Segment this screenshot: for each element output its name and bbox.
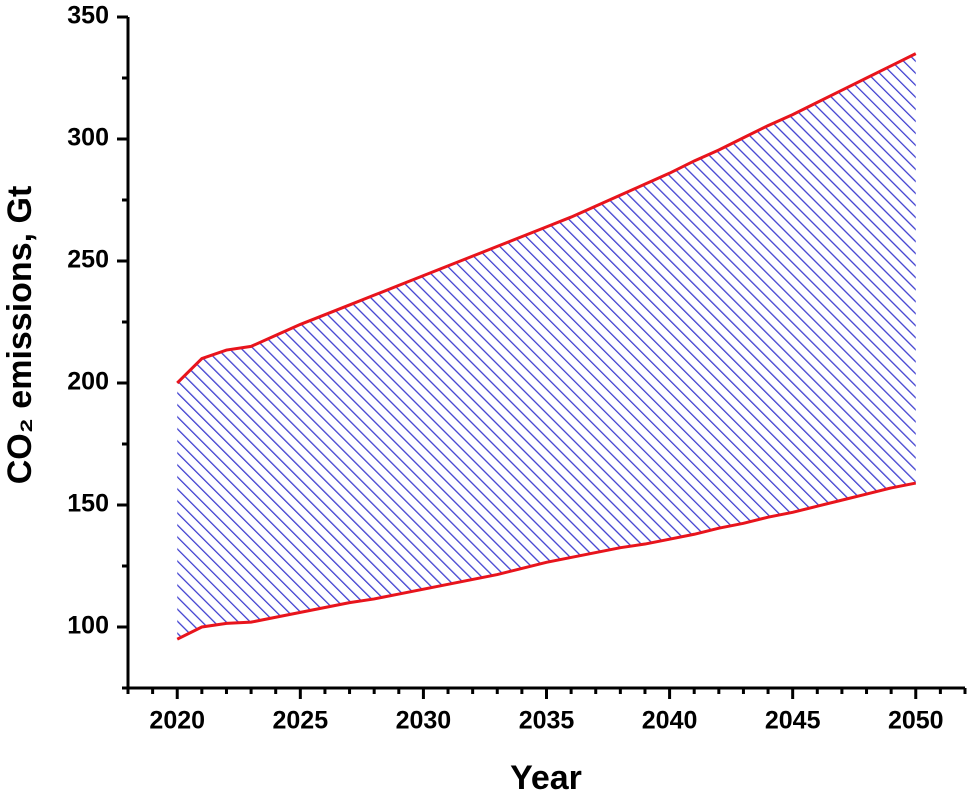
x-tick-label: 2045 xyxy=(765,707,821,735)
x-axis-title: Year xyxy=(510,759,582,797)
y-tick-label: 200 xyxy=(67,368,109,396)
x-tick-label: 2040 xyxy=(642,707,698,735)
y-tick-label: 350 xyxy=(67,2,109,30)
y-tick-label: 150 xyxy=(67,490,109,518)
y-tick-label: 250 xyxy=(67,246,109,274)
x-tick-label: 2025 xyxy=(273,707,329,735)
y-axis-title: CO₂ emissions, Gt xyxy=(1,186,39,485)
x-tick-label: 2020 xyxy=(149,707,205,735)
bound-line xyxy=(176,481,917,641)
x-tick-label: 2030 xyxy=(396,707,452,735)
y-tick-label: 100 xyxy=(67,612,109,640)
x-tick-label: 2050 xyxy=(888,707,944,735)
y-tick-label: 300 xyxy=(67,124,109,152)
bound-line xyxy=(176,52,917,385)
band-fill xyxy=(177,53,916,640)
x-tick-label: 2035 xyxy=(519,707,575,735)
